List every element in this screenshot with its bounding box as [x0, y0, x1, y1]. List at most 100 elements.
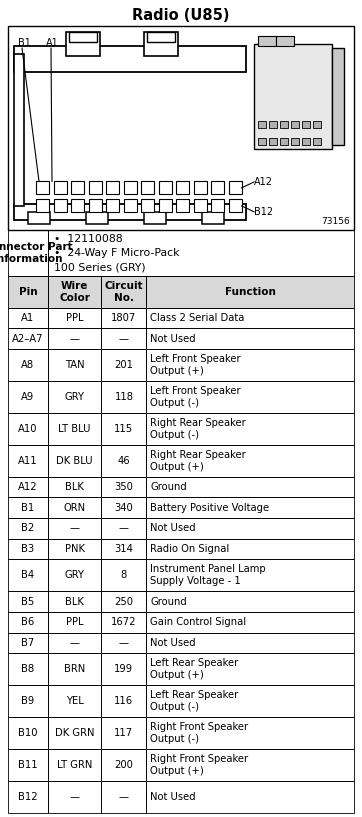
- Text: 118: 118: [114, 392, 134, 402]
- Text: 199: 199: [114, 664, 134, 674]
- Text: —: —: [70, 524, 80, 534]
- Text: B1: B1: [21, 502, 34, 513]
- Bar: [106, 181, 119, 194]
- Text: Pin: Pin: [18, 287, 37, 297]
- Bar: [101, 749, 146, 781]
- Text: Right Rear Speaker
Output (+): Right Rear Speaker Output (+): [150, 450, 246, 472]
- Text: Right Front Speaker
Output (-): Right Front Speaker Output (-): [150, 722, 249, 744]
- Bar: [101, 518, 146, 538]
- Text: B3: B3: [21, 544, 34, 554]
- Bar: [14, 54, 24, 207]
- Text: DK BLU: DK BLU: [56, 456, 93, 466]
- Bar: [48, 413, 101, 445]
- Bar: [146, 413, 354, 445]
- Bar: [48, 276, 101, 308]
- Bar: [101, 308, 146, 328]
- Bar: [146, 328, 354, 349]
- Text: —: —: [119, 638, 129, 648]
- Bar: [258, 36, 276, 46]
- Text: Left Rear Speaker
Output (-): Left Rear Speaker Output (-): [150, 690, 239, 712]
- Text: 73156: 73156: [321, 217, 350, 226]
- Bar: [146, 560, 354, 592]
- Text: B8: B8: [21, 664, 34, 674]
- Bar: [146, 781, 354, 813]
- Bar: [194, 199, 206, 212]
- Text: 201: 201: [114, 360, 134, 370]
- Bar: [8, 560, 48, 592]
- Text: B12: B12: [254, 207, 273, 217]
- Bar: [36, 199, 49, 212]
- Bar: [269, 138, 277, 145]
- Bar: [8, 498, 48, 518]
- Text: Not Used: Not Used: [150, 333, 196, 344]
- Bar: [211, 181, 224, 194]
- Text: Ground: Ground: [150, 596, 187, 606]
- Bar: [48, 717, 101, 749]
- Bar: [176, 199, 189, 212]
- Text: PPL: PPL: [66, 313, 83, 323]
- Bar: [48, 328, 101, 349]
- Text: Not Used: Not Used: [150, 792, 196, 802]
- Bar: [146, 477, 354, 498]
- Bar: [101, 685, 146, 717]
- Bar: [101, 413, 146, 445]
- Bar: [48, 445, 101, 477]
- Bar: [8, 445, 48, 477]
- Text: B5: B5: [21, 596, 34, 606]
- Bar: [101, 498, 146, 518]
- Text: 116: 116: [114, 696, 134, 706]
- Bar: [258, 121, 266, 128]
- Bar: [48, 498, 101, 518]
- Text: B2: B2: [21, 524, 34, 534]
- Bar: [313, 138, 321, 145]
- Text: YEL: YEL: [66, 696, 84, 706]
- Bar: [144, 212, 166, 225]
- Bar: [86, 212, 108, 225]
- Text: B11: B11: [18, 760, 38, 770]
- Bar: [313, 121, 321, 128]
- Bar: [101, 276, 146, 308]
- Bar: [8, 781, 48, 813]
- Bar: [8, 632, 48, 653]
- Bar: [48, 349, 101, 381]
- Text: PPL: PPL: [66, 617, 83, 627]
- Bar: [211, 199, 224, 212]
- Bar: [159, 181, 172, 194]
- Bar: [332, 48, 344, 145]
- Bar: [258, 138, 266, 145]
- Bar: [146, 632, 354, 653]
- Bar: [101, 560, 146, 592]
- Bar: [48, 781, 101, 813]
- Bar: [146, 381, 354, 413]
- Bar: [48, 538, 101, 560]
- Text: 250: 250: [114, 596, 134, 606]
- Text: B9: B9: [21, 696, 34, 706]
- Bar: [146, 445, 354, 477]
- Text: B10: B10: [18, 728, 38, 738]
- Text: —: —: [119, 333, 129, 344]
- Text: Not Used: Not Used: [150, 524, 196, 534]
- Bar: [101, 477, 146, 498]
- Bar: [101, 653, 146, 685]
- Text: A12: A12: [254, 177, 273, 187]
- Text: —: —: [119, 524, 129, 534]
- Bar: [146, 592, 354, 612]
- Text: BLK: BLK: [65, 596, 84, 606]
- Text: A2–A7: A2–A7: [12, 333, 44, 344]
- Text: 200: 200: [114, 760, 133, 770]
- Bar: [144, 32, 178, 56]
- Bar: [36, 181, 49, 194]
- Bar: [146, 308, 354, 328]
- Bar: [146, 276, 354, 308]
- Text: B6: B6: [21, 617, 34, 627]
- Text: A1: A1: [21, 313, 34, 323]
- Text: Gain Control Signal: Gain Control Signal: [150, 617, 247, 627]
- Bar: [8, 749, 48, 781]
- Bar: [8, 276, 48, 308]
- Bar: [8, 381, 48, 413]
- Bar: [88, 199, 101, 212]
- Text: Not Used: Not Used: [150, 638, 196, 648]
- Bar: [48, 518, 101, 538]
- Text: B1: B1: [18, 38, 31, 48]
- Text: —: —: [119, 792, 129, 802]
